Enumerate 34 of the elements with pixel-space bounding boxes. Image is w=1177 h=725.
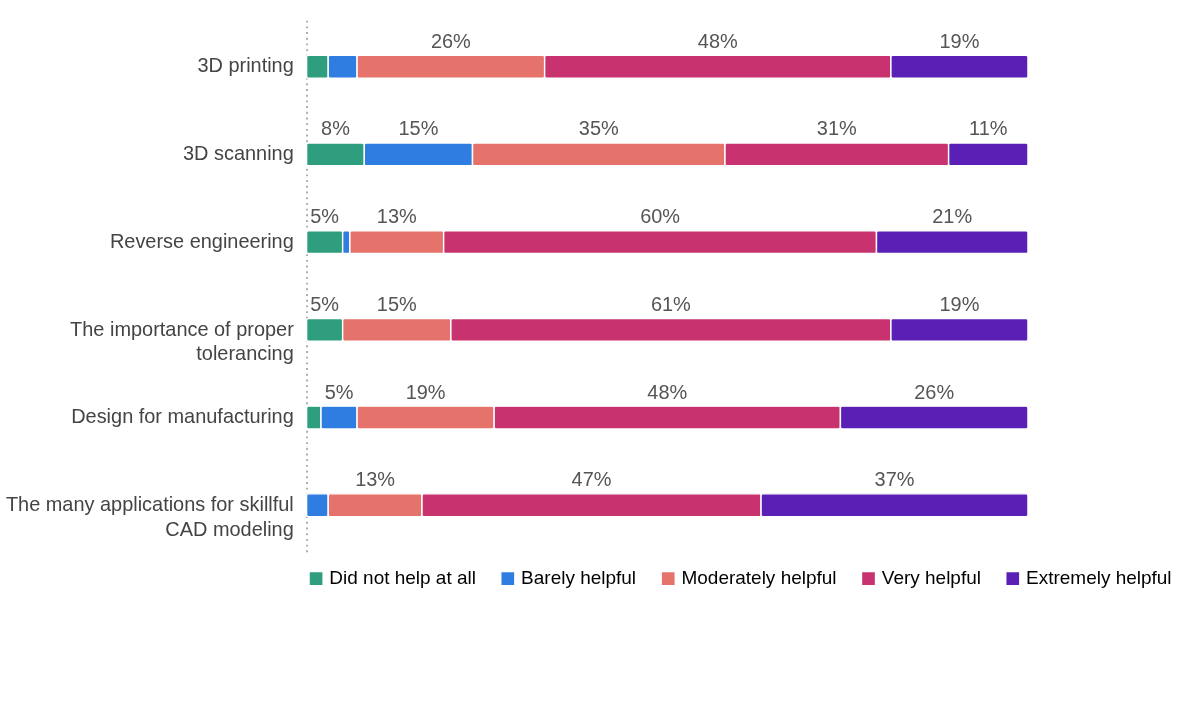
- data-label: 15%: [376, 292, 417, 315]
- data-label: 5%: [324, 380, 354, 403]
- data-label: 19%: [405, 380, 446, 403]
- y-tick-label: The many applications for skillful CAD modeling: [5, 492, 294, 540]
- data-label: 13%: [376, 205, 417, 228]
- y-tick-label: Design for manufacturing: [71, 405, 294, 428]
- y-tick-label: 3D printing: [197, 54, 294, 77]
- legend-label: Barely helpful: [521, 567, 637, 589]
- data-label: 21%: [932, 205, 973, 228]
- data-label: 31%: [816, 117, 857, 140]
- data-label: 47%: [571, 468, 612, 491]
- data-label: 60%: [640, 205, 681, 228]
- data-label: 26%: [914, 380, 955, 403]
- legend-label: Very helpful: [881, 567, 981, 589]
- legend-label: Moderately helpful: [681, 567, 837, 589]
- y-tick-label: The importance of proper tolerancing: [70, 317, 295, 365]
- data-label: 61%: [650, 292, 691, 315]
- data-label: 5%: [310, 205, 340, 228]
- data-label: 48%: [697, 29, 738, 52]
- data-label: 15%: [398, 117, 439, 140]
- data-label: 8%: [321, 117, 350, 140]
- y-tick-label: Reverse engineering: [109, 229, 294, 252]
- data-label: 19%: [939, 292, 980, 315]
- data-label: 11%: [969, 117, 1008, 140]
- data-label: 13%: [355, 468, 396, 491]
- data-label: 5%: [310, 292, 340, 315]
- data-label: 26%: [430, 29, 471, 52]
- legend-label: Did not help at all: [329, 567, 476, 589]
- data-label: 37%: [874, 468, 915, 491]
- data-label: 35%: [578, 117, 619, 140]
- data-label: 19%: [939, 29, 980, 52]
- legend-label: Extremely helpful: [1026, 567, 1172, 589]
- y-tick-label: 3D scanning: [183, 142, 294, 165]
- data-label: 48%: [647, 380, 688, 403]
